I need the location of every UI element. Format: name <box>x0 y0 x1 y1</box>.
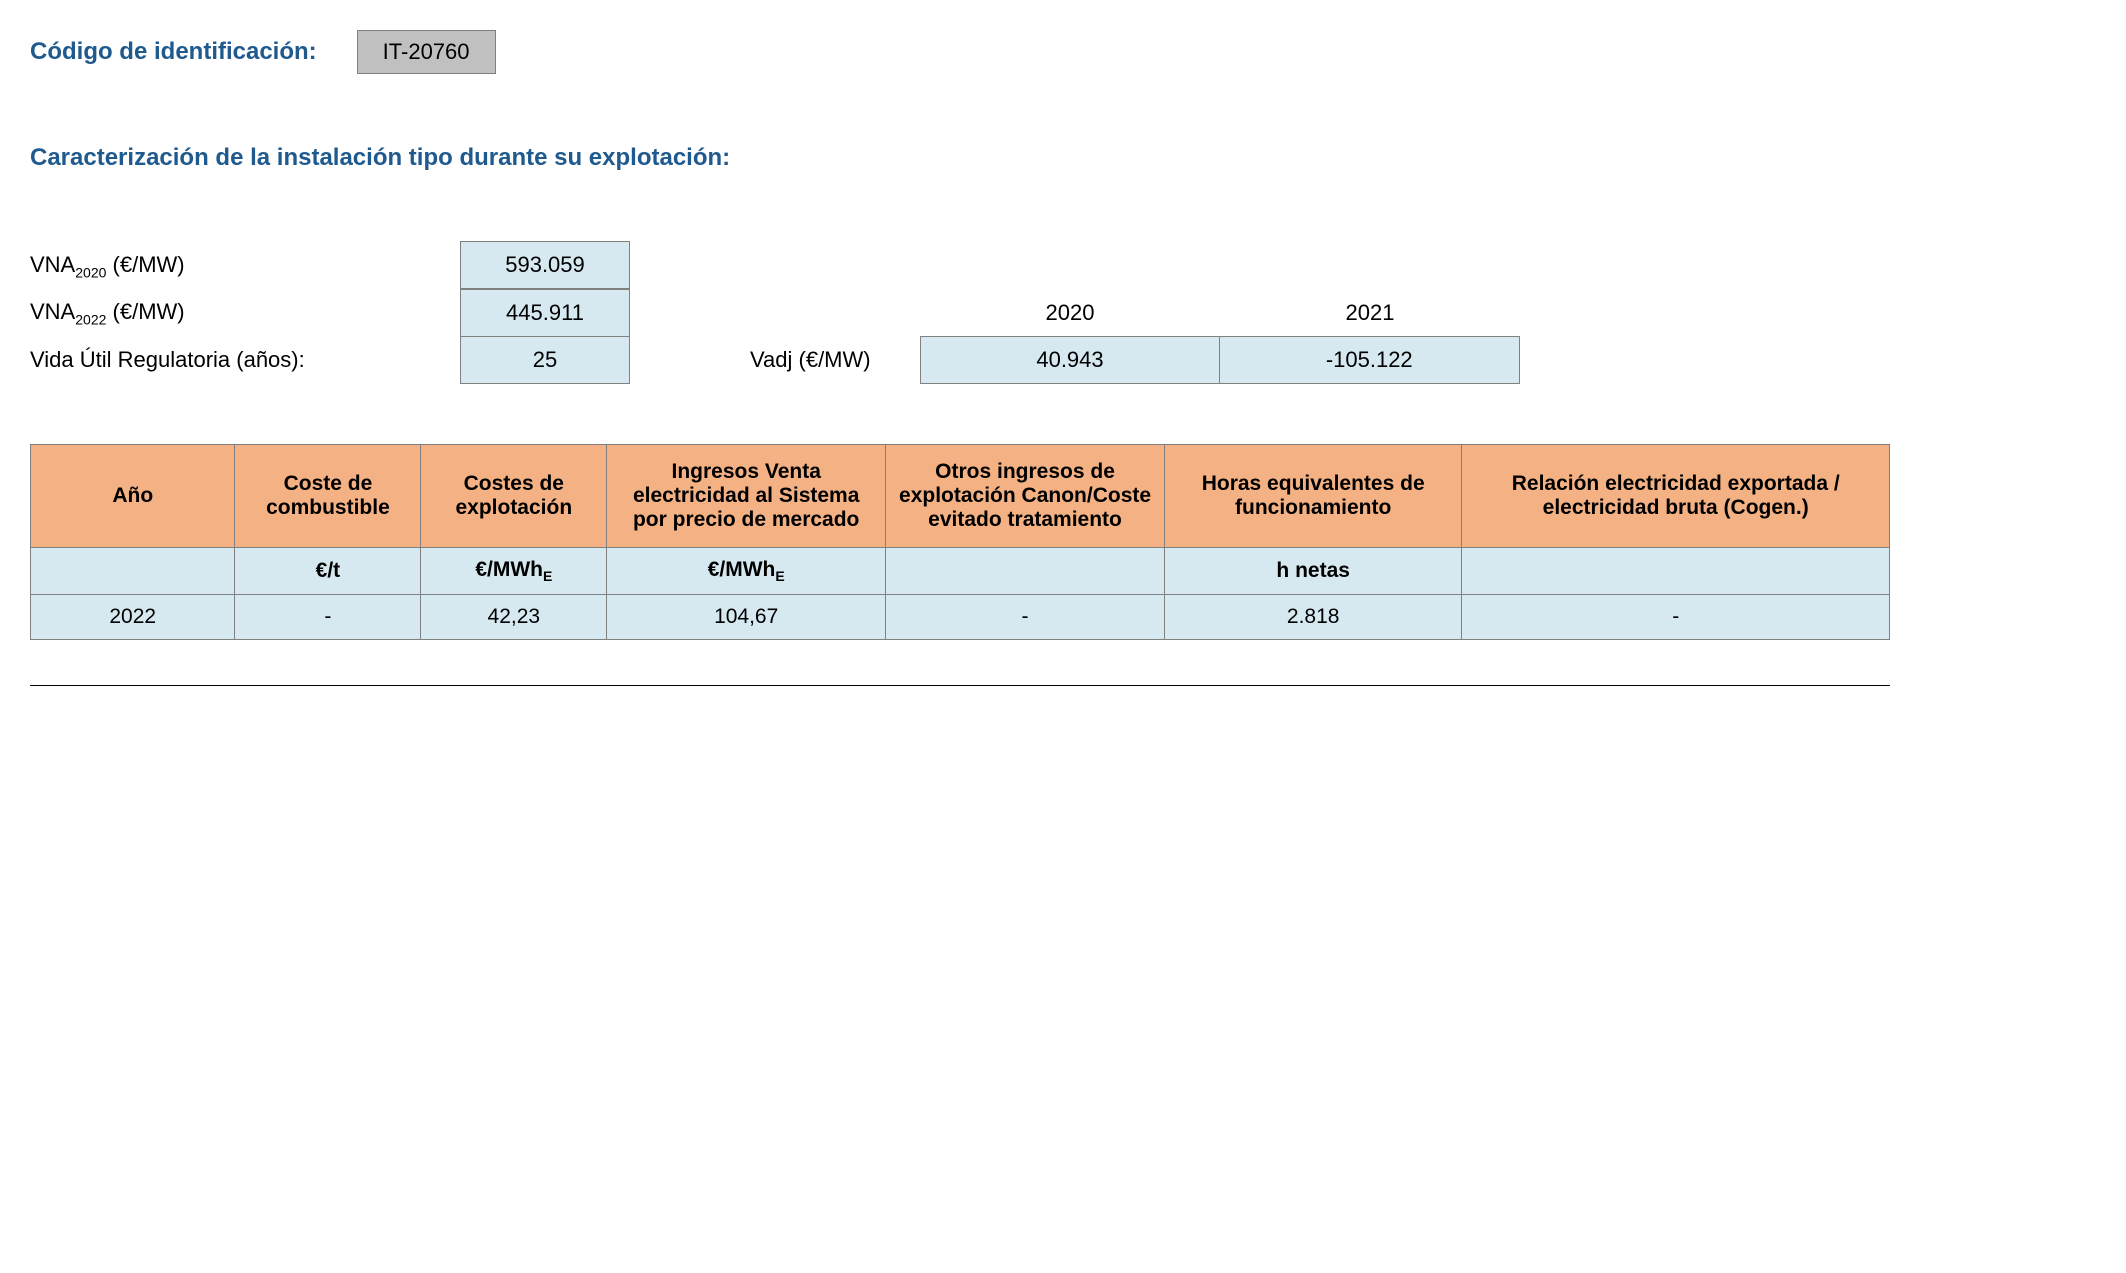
cell-otros: - <box>886 594 1165 639</box>
cell-relacion: - <box>1462 594 1890 639</box>
identification-header: Código de identificación: IT-20760 <box>30 30 2096 74</box>
code-value-box: IT-20760 <box>357 30 496 74</box>
col-header-combustible: Coste de combustible <box>235 444 421 547</box>
unit-ingresos: €/MWhE <box>607 547 886 594</box>
vna2022-value: 445.911 <box>460 289 630 337</box>
code-label: Código de identificación: <box>30 38 317 66</box>
col-header-relacion: Relación electricidad exportada / electr… <box>1462 444 1890 547</box>
vadj-label: Vadj (€/MW) <box>750 337 920 383</box>
divider-line <box>30 685 1890 686</box>
parameters-left-block: VNA2020 (€/MW) 593.059 VNA2022 (€/MW) 44… <box>30 242 630 384</box>
vadj-value-2020: 40.943 <box>920 336 1220 384</box>
section-title: Caracterización de la instalación tipo d… <box>30 144 2096 172</box>
vna2022-label: VNA2022 (€/MW) <box>30 289 460 337</box>
unit-explotacion: €/MWhE <box>421 547 607 594</box>
col-header-horas: Horas equivalentes de funcionamiento <box>1164 444 1461 547</box>
vadj-year-2020: 2020 <box>920 290 1220 336</box>
vna2020-label: VNA2020 (€/MW) <box>30 242 460 290</box>
col-header-ingresos: Ingresos Venta electricidad al Sistema p… <box>607 444 886 547</box>
unit-ano <box>31 547 235 594</box>
vadj-block: 2020 2021 Vadj (€/MW) 40.943 -105.122 <box>750 290 1520 384</box>
vida-util-label: Vida Útil Regulatoria (años): <box>30 337 460 383</box>
cell-explotacion: 42,23 <box>421 594 607 639</box>
cell-combustible: - <box>235 594 421 639</box>
col-header-explotacion: Costes de explotación <box>421 444 607 547</box>
unit-relacion <box>1462 547 1890 594</box>
vadj-year-2021: 2021 <box>1220 290 1520 336</box>
vna2020-value: 593.059 <box>460 241 630 289</box>
unit-otros <box>886 547 1165 594</box>
exploitation-table: Año Coste de combustible Costes de explo… <box>30 444 1890 640</box>
table-units-row: €/t €/MWhE €/MWhE h netas <box>31 547 1890 594</box>
col-header-otros: Otros ingresos de explotación Canon/Cost… <box>886 444 1165 547</box>
cell-ingresos: 104,67 <box>607 594 886 639</box>
table-header-row: Año Coste de combustible Costes de explo… <box>31 444 1890 547</box>
cell-horas: 2.818 <box>1164 594 1461 639</box>
vida-util-value: 25 <box>460 336 630 384</box>
cell-ano: 2022 <box>31 594 235 639</box>
table-row: 2022 - 42,23 104,67 - 2.818 - <box>31 594 1890 639</box>
unit-horas: h netas <box>1164 547 1461 594</box>
unit-combustible: €/t <box>235 547 421 594</box>
vadj-value-2021: -105.122 <box>1219 336 1521 384</box>
col-header-ano: Año <box>31 444 235 547</box>
parameters-area: VNA2020 (€/MW) 593.059 VNA2022 (€/MW) 44… <box>30 242 2096 384</box>
